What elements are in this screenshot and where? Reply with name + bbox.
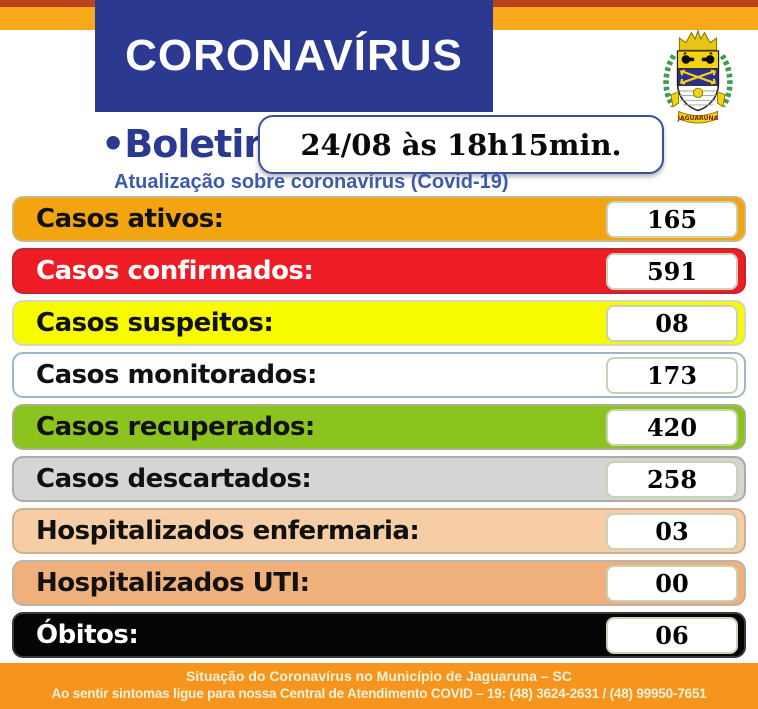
stat-row-casos-monitorados: Casos monitorados: 173 xyxy=(12,352,746,398)
title-banner: CORONAVÍRUS xyxy=(95,0,493,112)
stat-value-box: 591 xyxy=(606,252,738,290)
stat-row-casos-recuperados: Casos recuperados: 420 xyxy=(12,404,746,450)
stat-value: 08 xyxy=(655,308,689,338)
stat-value: 165 xyxy=(646,204,698,234)
stat-value-box: 03 xyxy=(606,512,738,550)
stat-label: Óbitos: xyxy=(36,620,139,650)
jaguaruna-coat-of-arms-icon: JAGUARUNA xyxy=(663,28,733,124)
stat-value: 258 xyxy=(646,464,698,494)
stat-row-casos-descartados: Casos descartados: 258 xyxy=(12,456,746,502)
stat-label: Casos recuperados: xyxy=(36,412,315,442)
stat-value-box: 08 xyxy=(606,304,738,342)
stat-row-hospitalizados-enfermaria: Hospitalizados enfermaria: 03 xyxy=(12,508,746,554)
stat-value-box: 258 xyxy=(606,460,738,498)
stat-label: Casos monitorados: xyxy=(36,360,317,390)
stat-row-casos-confirmados: Casos confirmados: 591 xyxy=(12,248,746,294)
stat-value: 03 xyxy=(655,516,689,546)
stat-row-casos-suspeitos: Casos suspeitos: 08 xyxy=(12,300,746,346)
stat-value: 420 xyxy=(646,412,698,442)
stat-label: Casos confirmados: xyxy=(36,256,314,286)
crest-banner-text: JAGUARUNA xyxy=(677,115,719,122)
stat-label: Hospitalizados UTI: xyxy=(36,568,310,598)
stat-value-box: 420 xyxy=(606,408,738,446)
footer-line-1: Situação do Coronavírus no Município de … xyxy=(186,668,572,684)
stat-value-box: 165 xyxy=(606,200,738,238)
stats-list: Casos ativos: 165 Casos confirmados: 591… xyxy=(12,196,746,664)
stat-value: 173 xyxy=(646,360,698,390)
stat-label: Hospitalizados enfermaria: xyxy=(36,516,420,546)
stat-row-hospitalizados-uti: Hospitalizados UTI: 00 xyxy=(12,560,746,606)
date-text: 24/08 às 18h15min. xyxy=(300,127,622,162)
stat-value-box: 00 xyxy=(606,564,738,602)
stat-value-box: 173 xyxy=(606,356,738,394)
stat-row-casos-ativos: Casos ativos: 165 xyxy=(12,196,746,242)
stat-label: Casos suspeitos: xyxy=(36,308,274,338)
stat-value: 591 xyxy=(646,256,698,286)
subtitle: Atualização sobre coronavírus (Covid-19) xyxy=(114,171,509,193)
stat-row-obitos: Óbitos: 06 xyxy=(12,612,746,658)
stat-label: Casos ativos: xyxy=(36,204,224,234)
footer-banner: Situação do Coronavírus no Município de … xyxy=(0,663,758,709)
stat-value-box: 06 xyxy=(606,616,738,654)
stat-value: 00 xyxy=(655,568,689,598)
page-title: CORONAVÍRUS xyxy=(125,31,463,80)
stat-value: 06 xyxy=(655,620,689,650)
stat-label: Casos descartados: xyxy=(36,464,312,494)
footer-line-2: Ao sentir sintomas ligue para nossa Cent… xyxy=(51,686,707,701)
boletim-label: •Boletim xyxy=(101,122,283,166)
date-box: 24/08 às 18h15min. xyxy=(258,115,664,174)
